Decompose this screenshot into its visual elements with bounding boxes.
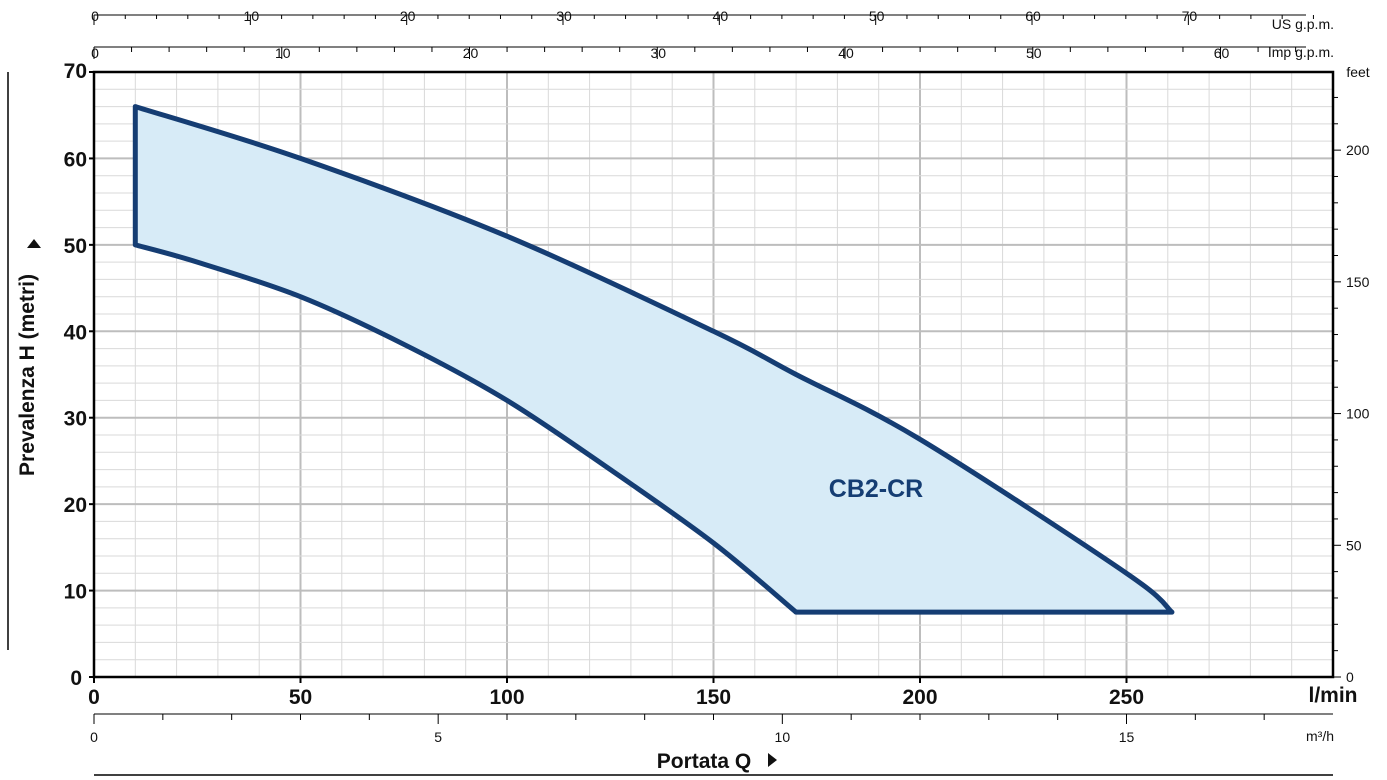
axes xyxy=(7,14,1341,776)
us-gpm-tick-label: 10 xyxy=(244,8,260,24)
y-tick-label: 60 xyxy=(64,148,87,171)
imp-gpm-tick-label: 0 xyxy=(91,45,99,61)
feet-tick-label: 200 xyxy=(1346,142,1370,158)
curve-label: CB2-CR xyxy=(829,475,923,503)
imp-gpm-tick-label: 40 xyxy=(838,45,854,61)
y-axis-arrow-icon xyxy=(27,239,41,248)
y-tick-label: 40 xyxy=(64,321,87,344)
imp-gpm-tick-label: 50 xyxy=(1026,45,1042,61)
us-gpm-tick-label: 0 xyxy=(91,8,99,24)
x-tick-label: 100 xyxy=(489,686,524,709)
m3h-tick-label: 0 xyxy=(90,729,98,745)
x-axis-title: Portata Q xyxy=(657,750,752,773)
y-tick-label: 0 xyxy=(70,667,82,690)
us-gpm-tick-label: 40 xyxy=(713,8,729,24)
feet-tick-label: 0 xyxy=(1346,669,1354,685)
us-gpm-tick-label: 20 xyxy=(400,8,416,24)
series-max-line xyxy=(134,104,1174,615)
imp-gpm-tick-label: 10 xyxy=(275,45,291,61)
y-axis-title: Prevalenza H (metri) xyxy=(16,274,39,476)
imp-gpm-unit: Imp g.p.m. xyxy=(1268,44,1334,60)
feet-unit: feet xyxy=(1346,64,1369,80)
x-tick-label: 250 xyxy=(1109,686,1144,709)
us-gpm-tick-label: 60 xyxy=(1025,8,1041,24)
us-gpm-unit: US g.p.m. xyxy=(1272,16,1334,32)
x-axis-unit: l/min xyxy=(1308,684,1357,707)
imp-gpm-tick-label: 30 xyxy=(650,45,666,61)
y-tick-label: 70 xyxy=(64,60,87,83)
imp-gpm-tick-label: 60 xyxy=(1214,45,1230,61)
us-gpm-tick-label: 50 xyxy=(869,8,885,24)
x-axis-arrow-icon xyxy=(768,753,777,767)
y-tick-label: 10 xyxy=(64,581,87,604)
y-tick-label: 20 xyxy=(64,494,87,517)
x-tick-label: 50 xyxy=(289,686,312,709)
x-tick-label: 200 xyxy=(902,686,937,709)
us-gpm-tick-label: 30 xyxy=(556,8,572,24)
y-tick-label: 50 xyxy=(64,235,87,258)
feet-tick-label: 50 xyxy=(1346,537,1362,553)
x-tick-label: 150 xyxy=(696,686,731,709)
x-tick-label: 0 xyxy=(88,686,100,709)
series-min-line xyxy=(134,242,798,615)
m3h-unit: m³/h xyxy=(1306,728,1334,744)
us-gpm-tick-label: 70 xyxy=(1182,8,1198,24)
feet-tick-label: 100 xyxy=(1346,406,1370,422)
feet-tick-label: 150 xyxy=(1346,274,1370,290)
y-tick-label: 30 xyxy=(64,408,87,431)
imp-gpm-tick-label: 20 xyxy=(463,45,479,61)
curve-fill xyxy=(135,106,1172,613)
m3h-tick-label: 15 xyxy=(1119,729,1135,745)
m3h-tick-label: 10 xyxy=(775,729,791,745)
curve-area xyxy=(132,104,1175,615)
m3h-tick-label: 5 xyxy=(434,729,442,745)
